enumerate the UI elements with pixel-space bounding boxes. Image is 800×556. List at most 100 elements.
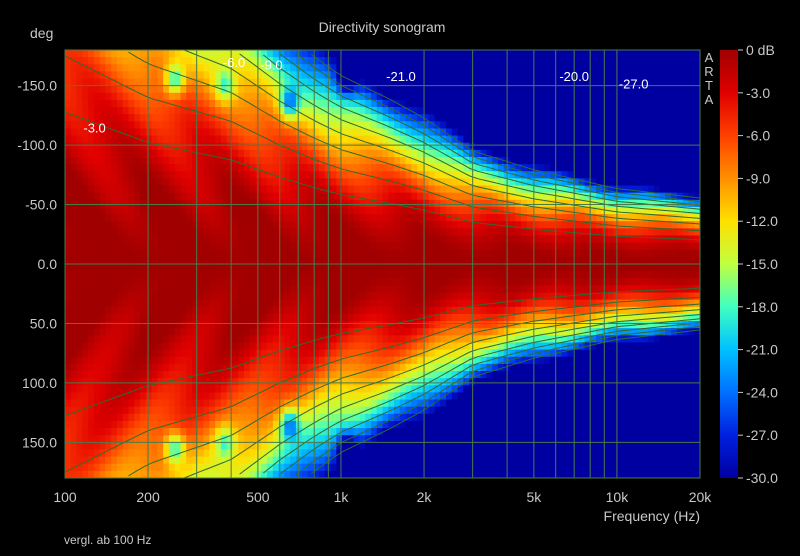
heatmap-cell <box>261 299 268 308</box>
heatmap-cell <box>653 306 661 315</box>
heatmap-cell <box>163 228 170 237</box>
heatmap-cell <box>642 221 649 229</box>
heatmap-cell <box>111 85 118 94</box>
heatmap-cell <box>220 149 228 158</box>
heatmap-cell <box>590 135 597 144</box>
heatmap-cell <box>671 128 678 137</box>
heatmap-cell <box>330 199 337 208</box>
heatmap-cell <box>261 235 268 244</box>
heatmap-cell <box>249 256 257 265</box>
heatmap-cell <box>619 299 626 308</box>
heatmap-cell <box>145 206 153 215</box>
heatmap-cell <box>607 271 615 279</box>
heatmap-cell <box>151 292 158 301</box>
heatmap-cell <box>145 214 153 222</box>
heatmap-cell <box>249 157 257 165</box>
heatmap-cell <box>209 114 216 122</box>
heatmap-cell <box>659 85 666 94</box>
heatmap-cell <box>278 242 285 251</box>
heatmap-cell <box>463 99 470 108</box>
heatmap-cell <box>301 242 309 251</box>
heatmap-cell <box>451 78 459 87</box>
heatmap-cell <box>272 142 280 151</box>
heatmap-cell <box>578 71 586 80</box>
heatmap-cell <box>515 185 522 194</box>
heatmap-cell <box>336 199 343 208</box>
heatmap-cell <box>601 278 609 286</box>
heatmap-cell <box>232 85 239 94</box>
heatmap-cell <box>532 157 539 165</box>
heatmap-cell <box>659 221 666 229</box>
heatmap-cell <box>411 292 418 301</box>
heatmap-cell <box>65 328 72 336</box>
heatmap-cell <box>555 285 563 294</box>
heatmap-cell <box>399 349 407 358</box>
heatmap-cell <box>122 50 130 58</box>
heatmap-cell <box>203 85 210 94</box>
heatmap-cell <box>284 292 291 301</box>
heatmap-cell <box>243 128 251 137</box>
heatmap-cell <box>116 271 124 279</box>
heatmap-cell <box>665 242 672 251</box>
heatmap-cell <box>278 256 285 265</box>
heatmap-cell <box>238 85 245 94</box>
heatmap-cell <box>215 121 222 130</box>
heatmap-cell <box>88 264 95 272</box>
heatmap-cell <box>249 142 257 151</box>
heatmap-cell <box>151 149 158 158</box>
heatmap-cell <box>99 299 107 308</box>
heatmap-cell <box>405 50 412 58</box>
heatmap-cell <box>573 242 580 251</box>
heatmap-cell <box>428 271 436 279</box>
heatmap-cell <box>376 335 384 344</box>
heatmap-cell <box>659 285 666 294</box>
heatmap-cell <box>451 85 459 94</box>
heatmap-cell <box>671 71 678 80</box>
heatmap-cell <box>232 192 239 201</box>
heatmap-cell <box>336 328 343 336</box>
heatmap-cell <box>295 157 303 165</box>
heatmap-cell <box>688 363 695 372</box>
heatmap-cell <box>347 78 355 87</box>
heatmap-cell <box>145 71 153 80</box>
heatmap-cell <box>694 321 700 329</box>
heatmap-cell <box>619 214 626 222</box>
heatmap-cell <box>336 335 343 344</box>
heatmap-cell <box>284 57 291 65</box>
heatmap-cell <box>140 171 147 179</box>
heatmap-cell <box>163 249 170 258</box>
heatmap-cell <box>301 64 309 72</box>
heatmap-cell <box>215 321 222 329</box>
heatmap-cell <box>105 264 112 272</box>
heatmap-cell <box>653 121 661 130</box>
heatmap-cell <box>353 142 361 151</box>
heatmap-cell <box>486 121 493 130</box>
heatmap-cell <box>440 285 447 294</box>
heatmap-cell <box>538 242 545 251</box>
heatmap-cell <box>497 342 505 351</box>
heatmap-cell <box>440 64 447 72</box>
heatmap-cell <box>267 107 274 115</box>
heatmap-cell <box>232 342 239 351</box>
heatmap-cell <box>319 157 326 165</box>
heatmap-cell <box>688 171 695 179</box>
heatmap-cell <box>163 271 170 279</box>
heatmap-cell <box>353 71 361 80</box>
heatmap-cell <box>382 157 389 165</box>
heatmap-cell <box>99 164 107 172</box>
heatmap-cell <box>596 71 603 80</box>
heatmap-cell <box>347 271 355 279</box>
heatmap-cell <box>238 335 245 344</box>
heatmap-cell <box>255 313 262 322</box>
heatmap-cell <box>521 256 528 265</box>
heatmap-cell <box>93 57 101 65</box>
heatmap-cell <box>353 363 361 372</box>
heatmap-cell <box>168 199 176 208</box>
heatmap-cell <box>567 214 574 222</box>
heatmap-cell <box>122 235 130 244</box>
heatmap-cell <box>347 99 355 108</box>
heatmap-cell <box>521 235 528 244</box>
heatmap-cell <box>630 249 638 258</box>
heatmap-cell <box>509 128 516 137</box>
heatmap-cell <box>197 192 205 201</box>
